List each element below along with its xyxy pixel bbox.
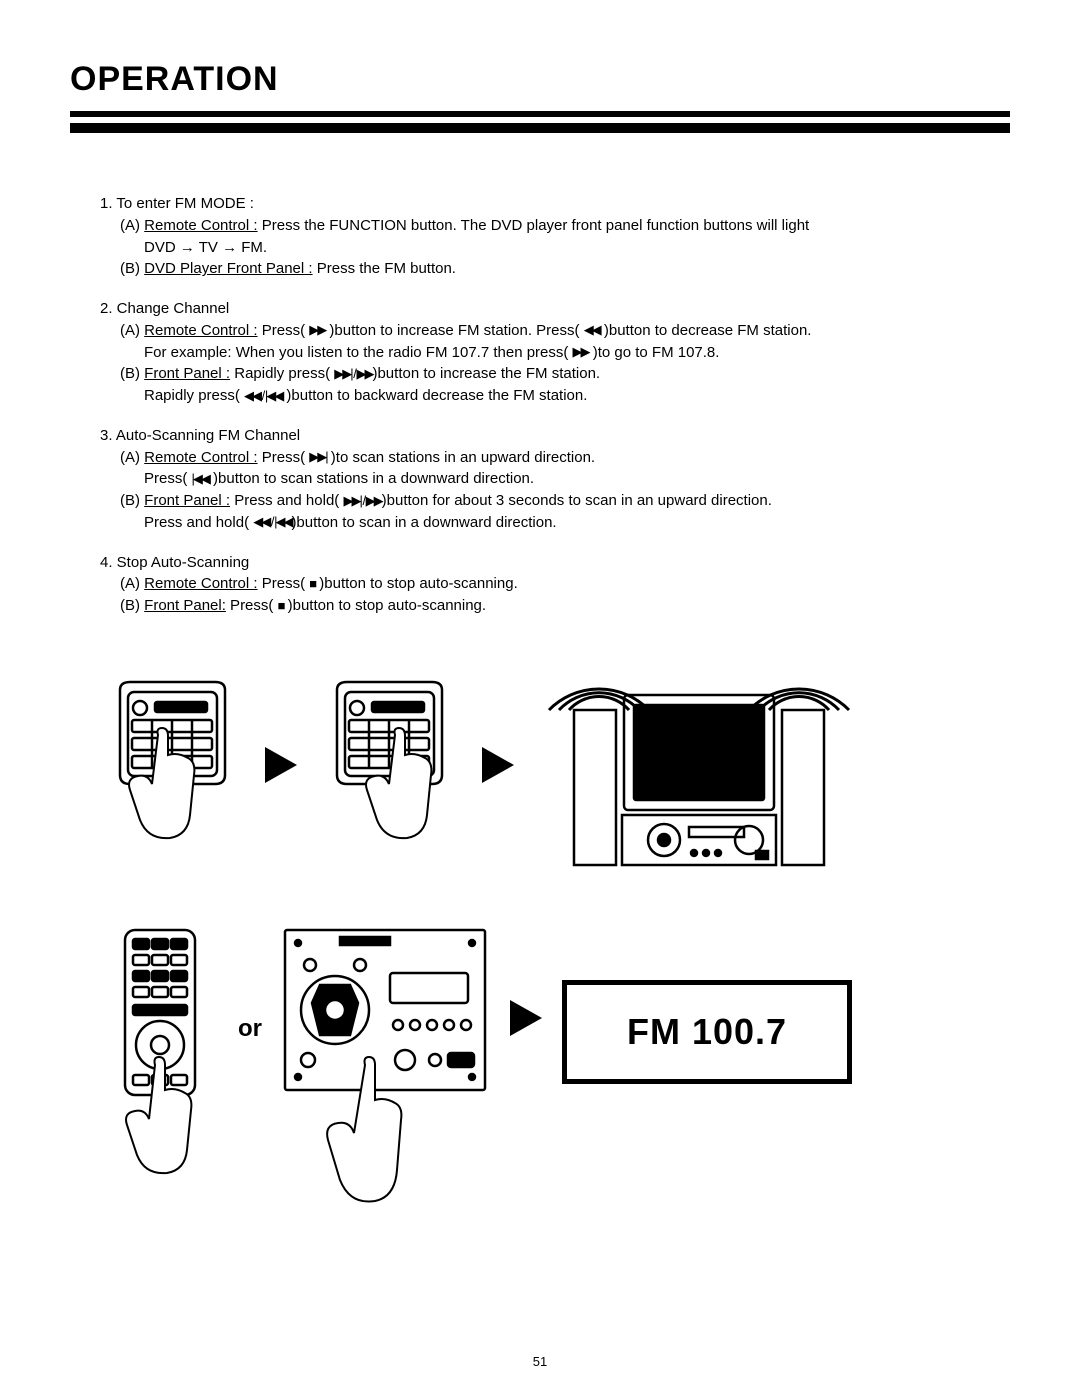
s3-a-l2a: Press( xyxy=(144,470,192,487)
s4-b-label: (B) xyxy=(120,597,144,614)
diagrams: or xyxy=(70,635,1010,1215)
content: 1. To enter FM MODE : (A) Remote Control… xyxy=(70,193,1010,617)
s1-a: (A) Remote Control : Press the FUNCTION … xyxy=(100,215,980,259)
prev-icon: |◀◀ xyxy=(192,470,209,489)
arrow-right-icon xyxy=(265,747,297,783)
s1-b: (B) DVD Player Front Panel : Press the F… xyxy=(100,258,980,280)
s3-a: (A) Remote Control : Press( ▶▶| )to scan… xyxy=(100,447,980,491)
s4-head: 4. Stop Auto-Scanning xyxy=(100,552,980,574)
s3-a-mid2: )to scan stations in an upward direction… xyxy=(327,449,595,466)
s3-b-l2b: )button to scan in a downward direction. xyxy=(291,514,556,531)
section-3: 3. Auto-Scanning FM Channel (A) Remote C… xyxy=(100,425,980,534)
section-2: 2. Change Channel (A) Remote Control : P… xyxy=(100,298,980,407)
s4-b-underline: Front Panel: xyxy=(144,597,226,614)
s1-b-label: (B) xyxy=(120,260,144,277)
s1-a-label: (A) xyxy=(120,217,144,234)
s2-b-l2a: Rapidly press( xyxy=(144,387,244,404)
s2-a-label: (A) xyxy=(120,322,144,339)
s4-a: (A) Remote Control : Press( ■ )button to… xyxy=(100,573,980,595)
arrow-right-icon xyxy=(510,1000,542,1036)
s2-b-mid2: )button to increase the FM station. xyxy=(372,365,600,382)
page-number: 51 xyxy=(0,1354,1080,1369)
next-ff-icon: ▶▶| / ▶▶ xyxy=(343,492,381,511)
fm-display: FM 100.7 xyxy=(562,980,852,1084)
fast-forward-icon: ▶▶ xyxy=(309,321,325,340)
fast-forward-icon: ▶▶ xyxy=(573,343,589,362)
s2-b: (B) Front Panel : Rapidly press( ▶▶| / ▶… xyxy=(100,363,980,407)
s2-a: (A) Remote Control : Press( ▶▶ )button t… xyxy=(100,320,980,364)
s4-b-mid2: )button to stop auto-scanning. xyxy=(283,597,486,614)
page: OPERATION 1. To enter FM MODE : (A) Remo… xyxy=(0,0,1080,1397)
section-4: 4. Stop Auto-Scanning (A) Remote Control… xyxy=(100,552,980,617)
s3-b-l2a: Press and hold( xyxy=(144,514,253,531)
diagram-row-2: or xyxy=(100,925,980,1215)
s3-a-l2b: )button to scan stations in a downward d… xyxy=(209,470,534,487)
s4-b-mid1: Press( xyxy=(226,597,278,614)
s3-b: (B) Front Panel : Press and hold( ▶▶| / … xyxy=(100,490,980,534)
s2-b-line2: Rapidly press( ◀◀ / |◀◀ )button to backw… xyxy=(120,385,980,407)
s2-b-mid1: Rapidly press( xyxy=(230,365,334,382)
s3-a-mid1: Press( xyxy=(258,449,310,466)
s2-a-mid2: )button to increase FM station. Press( xyxy=(325,322,583,339)
s4-a-mid1: Press( xyxy=(258,575,310,592)
s2-b-underline: Front Panel : xyxy=(144,365,230,382)
s1-head: 1. To enter FM MODE : xyxy=(100,193,980,215)
s2-a-mid1: Press( xyxy=(258,322,310,339)
s1-a-underline: Remote Control : xyxy=(144,217,257,234)
arrow-right-icon xyxy=(482,747,514,783)
s4-a-label: (A) xyxy=(120,575,144,592)
s1-b-rest: Press the FM button. xyxy=(313,260,456,277)
s4-b: (B) Front Panel: Press( ■ )button to sto… xyxy=(100,595,980,617)
s1-a-rest1: Press the FUNCTION button. The DVD playe… xyxy=(258,217,810,234)
s2-a-example: For example: When you listen to the radi… xyxy=(120,342,980,364)
s3-b-underline: Front Panel : xyxy=(144,492,230,509)
s3-a-line2: Press( |◀◀ )button to scan stations in a… xyxy=(120,468,980,490)
s3-b-mid1: Press and hold( xyxy=(230,492,343,509)
rule-thin xyxy=(70,123,1010,133)
diagram-row-1 xyxy=(100,655,980,875)
s2-a-mid3: )button to decrease FM station. xyxy=(600,322,812,339)
next-icon: ▶▶| xyxy=(309,448,326,467)
front-panel-unit-illustration xyxy=(280,925,490,1215)
s4-a-underline: Remote Control : xyxy=(144,575,257,592)
rw-prev-icon: ◀◀ / |◀◀ xyxy=(253,513,291,532)
s3-a-label: (A) xyxy=(120,449,144,466)
or-label: or xyxy=(238,1015,262,1043)
s2-a-ex-end: )to go to FM 107.8. xyxy=(589,344,720,361)
s2-a-ex: For example: When you listen to the radi… xyxy=(144,344,573,361)
remote-illustration xyxy=(100,925,220,1185)
rw-prev-icon: ◀◀ / |◀◀ xyxy=(244,387,282,406)
s3-a-underline: Remote Control : xyxy=(144,449,257,466)
tv-unit-illustration xyxy=(534,655,864,875)
s2-b-l2b: )button to backward decrease the FM stat… xyxy=(282,387,587,404)
s3-head: 3. Auto-Scanning FM Channel xyxy=(100,425,980,447)
s3-b-label: (B) xyxy=(120,492,144,509)
s2-head: 2. Change Channel xyxy=(100,298,980,320)
s2-b-label: (B) xyxy=(120,365,144,382)
rule-thick xyxy=(70,111,1010,117)
s3-b-line2: Press and hold( ◀◀ / |◀◀)button to scan … xyxy=(120,512,980,534)
front-panel-illustration-2 xyxy=(317,680,462,850)
front-panel-illustration-1 xyxy=(100,680,245,850)
s2-a-underline: Remote Control : xyxy=(144,322,257,339)
s4-a-mid2: )button to stop auto-scanning. xyxy=(315,575,518,592)
section-1: 1. To enter FM MODE : (A) Remote Control… xyxy=(100,193,980,280)
page-title: OPERATION xyxy=(70,60,1010,99)
s1-b-underline: DVD Player Front Panel : xyxy=(144,260,312,277)
s1-a-rest2: DVD → TV → FM. xyxy=(120,237,980,259)
next-ff-icon: ▶▶| / ▶▶ xyxy=(334,365,372,384)
rewind-icon: ◀◀ xyxy=(584,321,600,340)
s3-b-mid2: )button for about 3 seconds to scan in a… xyxy=(382,492,772,509)
